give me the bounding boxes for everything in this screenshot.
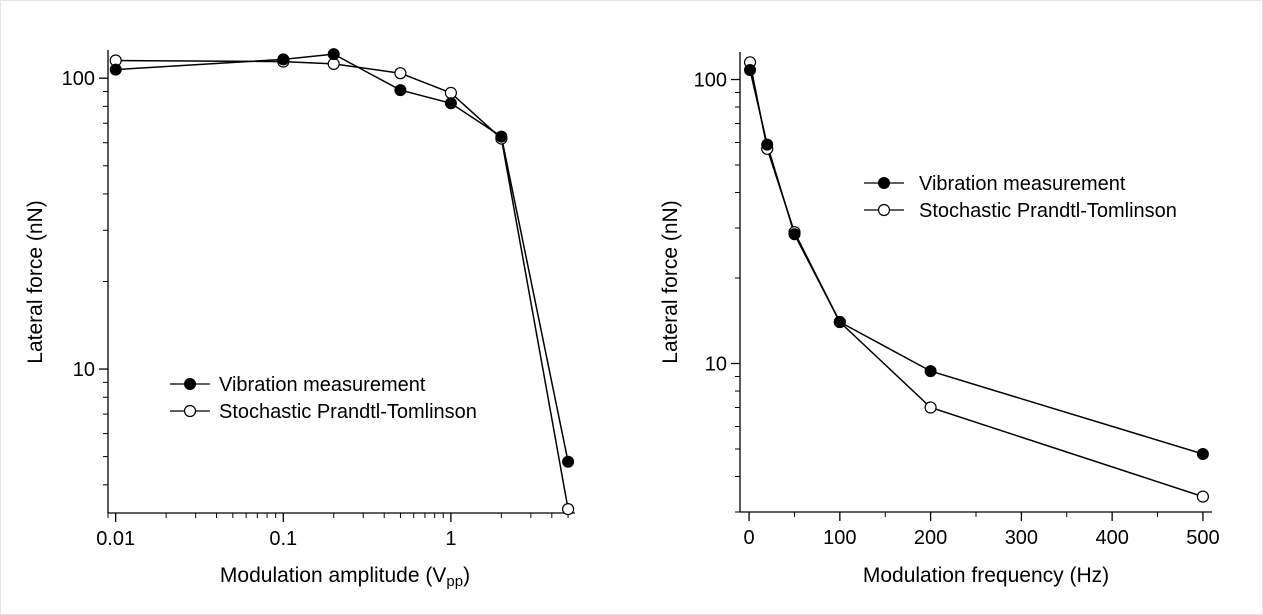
legend: Vibration measurement Stochastic Prandtl…	[864, 173, 1177, 222]
series-layer	[743, 56, 1210, 503]
chart-amplitude: 10 100 0.01 0.1 1 Lateral force (nN) Modula…	[24, 48, 575, 590]
y-tick-label: 10	[73, 359, 95, 381]
data-point-stochastic	[444, 86, 457, 100]
y-axis-label: Lateral force (nN)	[24, 200, 47, 363]
x-tick-label: 1	[445, 528, 456, 550]
x-axis-label: Modulation frequency (Hz)	[863, 564, 1109, 587]
y-tick-label: 100	[694, 70, 727, 92]
x-ticks: 0 100 200 300 400 500	[744, 512, 1220, 549]
legend-marker-vibration	[878, 177, 890, 189]
x-tick-label: 0	[744, 527, 755, 549]
data-point-vibration	[924, 365, 937, 378]
legend-marker-vibration	[184, 378, 196, 390]
x-axis-label: Modulation amplitude (Vpp)	[220, 564, 470, 590]
data-point-stochastic	[561, 503, 575, 516]
legend-label-stochastic: Stochastic Prandtl-Tomlinson	[919, 200, 1177, 222]
x-ticks: 0.01 0.1 1	[96, 513, 569, 550]
data-point-vibration	[562, 455, 575, 468]
x-axis-label-main: Modulation amplitude (V	[220, 564, 446, 587]
x-tick-label: 0.01	[96, 528, 135, 550]
chart-frequency: 10 100 0 100 200 300 400 500 Lateral force (nN…	[659, 52, 1220, 587]
legend: Vibration measurement Stochastic Prandtl…	[170, 374, 477, 423]
legend-label-stochastic: Stochastic Prandtl-Tomlinson	[219, 401, 477, 423]
data-point-vibration	[327, 48, 340, 61]
data-point-vibration	[109, 63, 122, 76]
data-point-stochastic	[1196, 490, 1210, 503]
y-ticks: 10 100	[694, 70, 740, 513]
y-ticks: 10 100	[62, 68, 108, 486]
y-axis-label: Lateral force (nN)	[659, 200, 682, 363]
x-axis-label-sub: pp	[446, 573, 463, 590]
legend-marker-stochastic	[877, 203, 891, 217]
x-tick-label: 500	[1186, 527, 1219, 549]
x-tick-label: 100	[823, 527, 856, 549]
data-point-vibration	[495, 130, 508, 143]
x-tick-label: 200	[914, 527, 947, 549]
x-axis-label-end: )	[463, 564, 470, 587]
series-line	[749, 69, 1204, 455]
y-tick-label: 10	[705, 354, 727, 376]
data-point-vibration	[833, 316, 846, 328]
legend-label-vibration: Vibration measurement	[219, 374, 426, 396]
x-tick-label: 0.1	[269, 528, 297, 550]
series-layer	[109, 48, 575, 516]
x-tick-label: 300	[1005, 527, 1038, 549]
data-point-vibration	[444, 97, 457, 110]
data-point-stochastic	[394, 67, 407, 80]
data-point-vibration	[1196, 448, 1209, 460]
data-point-vibration	[394, 84, 407, 97]
legend-marker-stochastic	[183, 404, 197, 418]
series-line	[115, 59, 569, 510]
data-point-stochastic	[924, 401, 937, 414]
legend-label-vibration: Vibration measurement	[919, 173, 1126, 195]
y-tick-label: 100	[62, 68, 95, 90]
x-tick-label: 400	[1095, 527, 1128, 549]
data-point-vibration	[277, 53, 290, 66]
data-point-vibration	[744, 64, 756, 76]
data-point-vibration	[761, 138, 774, 151]
data-point-vibration	[788, 228, 801, 241]
